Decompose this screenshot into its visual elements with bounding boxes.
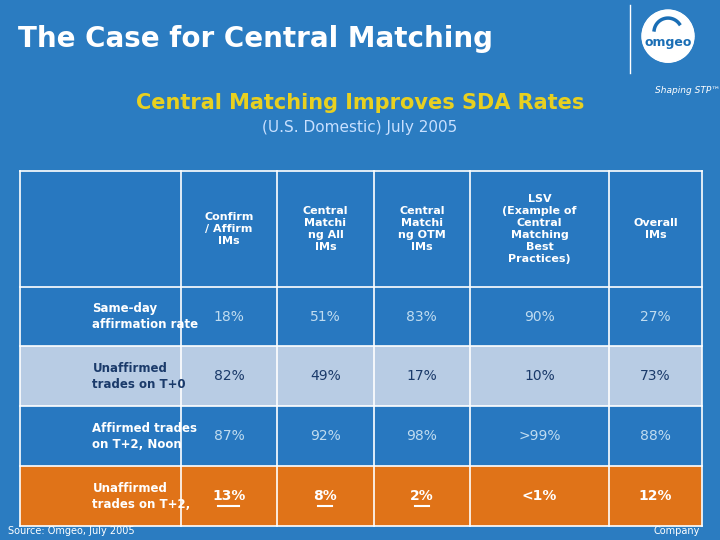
Bar	[20, 287, 702, 347]
Text: 8%: 8%	[313, 489, 337, 503]
Text: Company: Company	[654, 526, 700, 536]
Text: 83%: 83%	[406, 309, 437, 323]
Circle shape	[642, 10, 694, 62]
Text: 27%: 27%	[640, 309, 671, 323]
Text: Source: Omgeo, July 2005: Source: Omgeo, July 2005	[8, 526, 135, 536]
Bar	[20, 347, 702, 407]
Bar	[20, 171, 702, 287]
Text: 17%: 17%	[406, 369, 437, 383]
Text: 88%: 88%	[640, 429, 671, 443]
Text: 98%: 98%	[406, 429, 437, 443]
Text: 87%: 87%	[214, 429, 244, 443]
Text: Central Matching Improves SDA Rates: Central Matching Improves SDA Rates	[136, 93, 584, 113]
Text: Unaffirmed
trades on T+0: Unaffirmed trades on T+0	[92, 362, 186, 391]
Text: Confirm
/ Affirm
IMs: Confirm / Affirm IMs	[204, 212, 253, 246]
Text: The Case for Central Matching: The Case for Central Matching	[18, 25, 493, 53]
Text: 82%: 82%	[214, 369, 244, 383]
Text: <1%: <1%	[522, 489, 557, 503]
Text: Affirmed trades
on T+2, Noon: Affirmed trades on T+2, Noon	[92, 422, 197, 451]
Text: Same-day
affirmation rate: Same-day affirmation rate	[92, 302, 199, 331]
Text: 51%: 51%	[310, 309, 341, 323]
Text: (U.S. Domestic) July 2005: (U.S. Domestic) July 2005	[262, 120, 458, 136]
Text: 73%: 73%	[640, 369, 671, 383]
Text: 13%: 13%	[212, 489, 246, 503]
Text: 12%: 12%	[639, 489, 672, 503]
Text: LSV
(Example of
Central
Matching
Best
Practices): LSV (Example of Central Matching Best Pr…	[503, 194, 577, 264]
Text: omgeo: omgeo	[644, 36, 692, 49]
Text: Overall
IMs: Overall IMs	[634, 218, 678, 240]
Text: 10%: 10%	[524, 369, 555, 383]
Text: Unaffirmed
trades on T+2,: Unaffirmed trades on T+2,	[92, 482, 191, 511]
Text: Central
Matchi
ng OTM
IMs: Central Matchi ng OTM IMs	[398, 206, 446, 252]
Text: Central
Matchi
ng All
IMs: Central Matchi ng All IMs	[302, 206, 348, 252]
Text: 49%: 49%	[310, 369, 341, 383]
Text: 2%: 2%	[410, 489, 433, 503]
Text: >99%: >99%	[518, 429, 561, 443]
Text: Shaping STP™: Shaping STP™	[655, 86, 720, 95]
Bar	[20, 407, 702, 466]
Bar	[20, 466, 702, 526]
Text: 92%: 92%	[310, 429, 341, 443]
Text: 90%: 90%	[524, 309, 555, 323]
Text: 18%: 18%	[214, 309, 244, 323]
